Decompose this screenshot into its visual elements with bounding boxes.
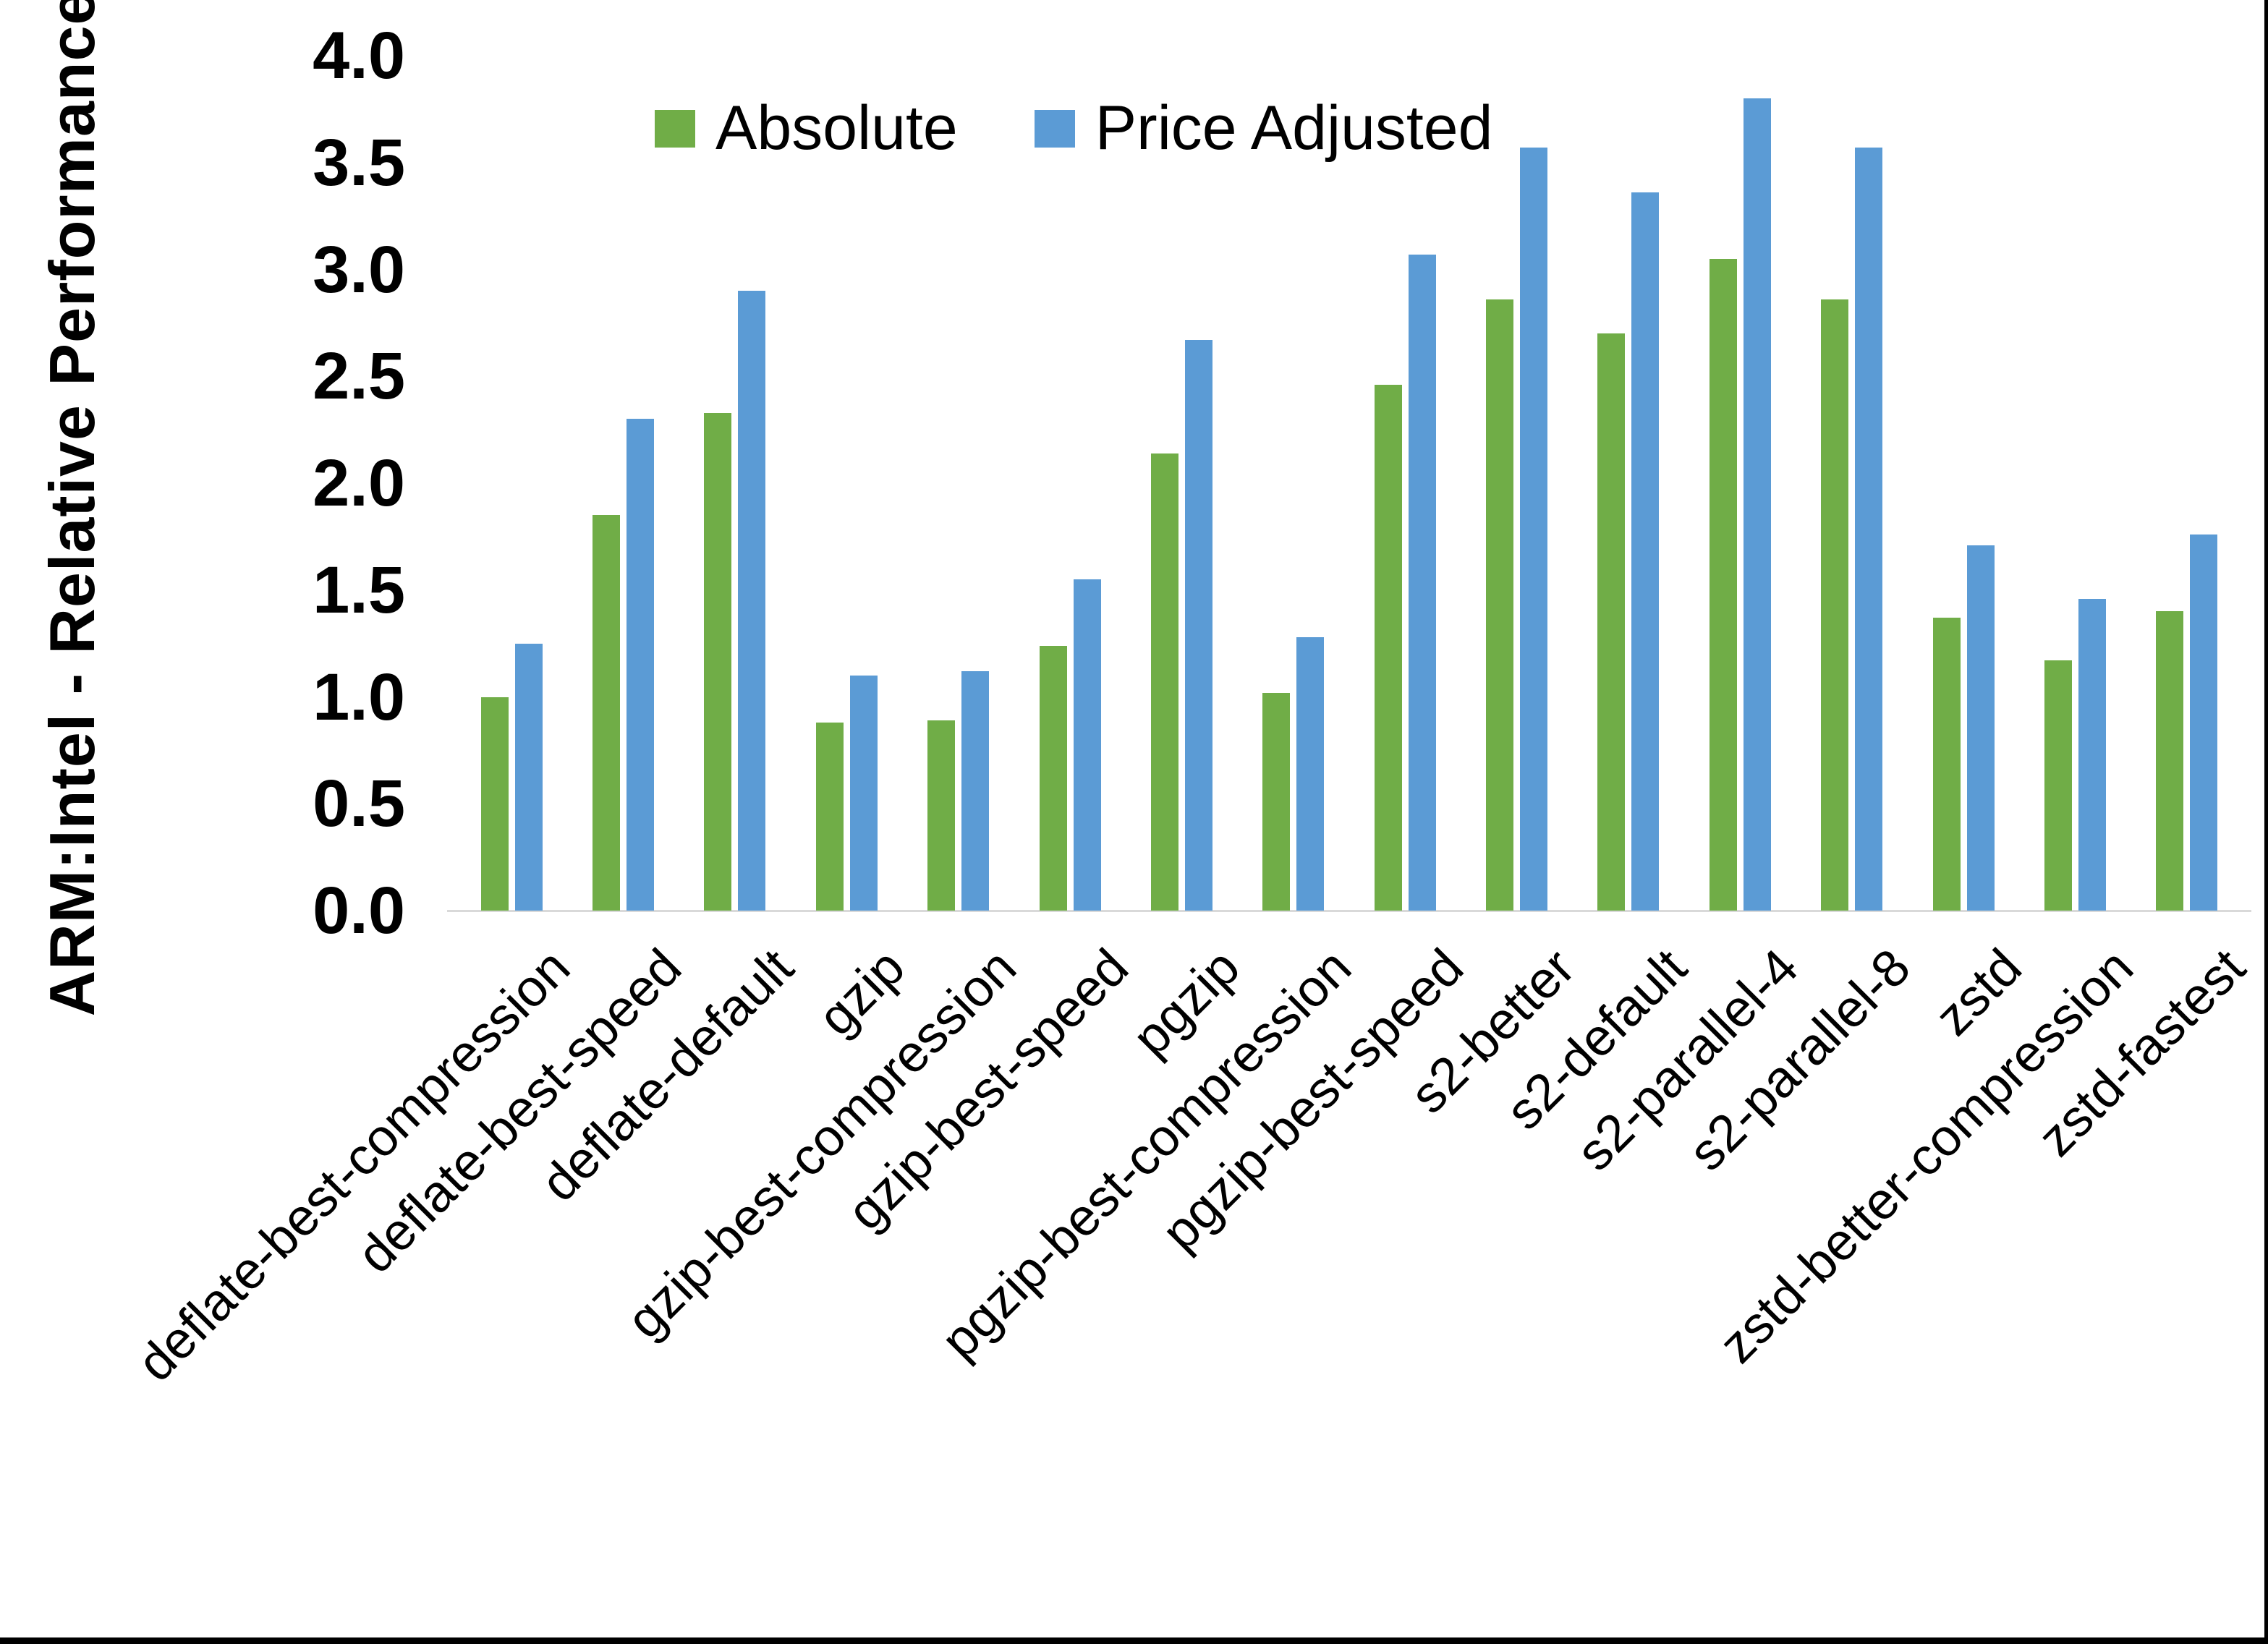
bar-price-adjusted-zstd [1966,545,1995,911]
bar-price-adjusted-s2-default [1631,192,1660,911]
bar-absolute-deflate-best-compression [480,697,509,911]
bar-absolute-pgzip-best-compression [1262,692,1291,911]
y-tick-label: 1.0 [313,660,405,734]
bar-price-adjusted-deflate-default [738,291,766,911]
bar-absolute-pgzip [1150,453,1178,911]
bar-absolute-deflate-best-speed [593,515,621,911]
y-tick-label: 3.5 [313,125,405,200]
bar-price-adjusted-pgzip-best-compression [1296,636,1325,911]
bar-absolute-s2-better [1486,299,1514,911]
bar-price-adjusted-gzip-best-speed [1073,579,1101,911]
bar-group-deflate-default [679,56,791,911]
bar-group-s2-default [1573,56,1684,911]
x-axis-line [447,910,2251,912]
bar-absolute-s2-default [1597,333,1626,911]
y-tick-label: 0.0 [313,874,405,947]
bar-absolute-pgzip-best-speed [1374,385,1402,911]
y-tick-label: 4.0 [313,19,405,93]
y-tick-label: 2.0 [313,446,405,520]
bar-absolute-gzip [815,722,844,911]
bar-group-pgzip-best-compression [1238,56,1349,911]
bar-group-gzip-best-speed [1014,56,1126,911]
bar-absolute-zstd-better-compression [2044,660,2072,911]
y-tick-label: 2.5 [313,339,405,414]
legend: Absolute Price Adjusted [655,93,1492,164]
bar-group-zstd [1908,56,2019,911]
bar-group-gzip [791,56,902,911]
bar-group-pgzip [1126,56,1237,911]
bar-group-s2-parallel-8 [1796,56,1908,911]
bar-absolute-gzip-best-compression [927,720,956,911]
bar-absolute-s2-parallel-4 [1709,258,1737,911]
legend-item-absolute: Absolute [655,93,958,164]
bar-price-adjusted-zstd-fastest [2190,534,2218,911]
bar-group-gzip-best-compression [903,56,1014,911]
y-tick-label: 1.5 [313,553,405,627]
bar-group-pgzip-best-speed [1349,56,1461,911]
bar-group-zstd-better-compression [2019,56,2131,911]
bar-group-zstd-fastest [2131,56,2243,911]
bar-price-adjusted-s2-better [1520,148,1548,911]
slide-bottom-border [0,1637,2268,1644]
legend-label-price-adjusted: Price Adjusted [1095,93,1493,163]
bar-absolute-zstd [1932,618,1961,911]
bar-price-adjusted-pgzip-best-speed [1408,254,1436,911]
legend-swatch-absolute [655,109,695,148]
bar-absolute-deflate-default [704,412,732,911]
y-axis-title: ARM:Intel - Relative Performance [36,0,108,1017]
bar-price-adjusted-zstd-better-compression [2078,598,2106,911]
y-tick-label: 0.5 [313,767,405,841]
bar-price-adjusted-gzip-best-compression [961,671,990,911]
bar-absolute-gzip-best-speed [1039,645,1067,911]
bar-group-s2-parallel-4 [1684,56,1796,911]
bar-price-adjusted-s2-parallel-8 [1855,148,1883,911]
bar-absolute-zstd-fastest [2156,611,2184,911]
legend-item-price-adjusted: Price Adjusted [1034,93,1493,164]
plot-area [456,56,2243,911]
bar-price-adjusted-s2-parallel-4 [1743,98,1771,911]
bar-price-adjusted-gzip [849,675,878,911]
y-tick-label: 3.0 [313,232,405,307]
bar-group-deflate-best-speed [567,56,679,911]
bar-price-adjusted-pgzip [1184,340,1212,911]
bar-price-adjusted-deflate-best-compression [514,643,543,911]
bar-group-s2-better [1461,56,1572,911]
slide-right-border [2264,0,2268,1644]
x-axis-label-deflate-best-compression: deflate-best-compression [126,938,581,1393]
bar-absolute-s2-parallel-8 [1821,299,1849,911]
legend-label-absolute: Absolute [715,93,958,163]
legend-swatch-price-adjusted [1034,109,1075,148]
bar-price-adjusted-deflate-best-speed [627,419,655,911]
bar-group-deflate-best-compression [456,56,567,911]
